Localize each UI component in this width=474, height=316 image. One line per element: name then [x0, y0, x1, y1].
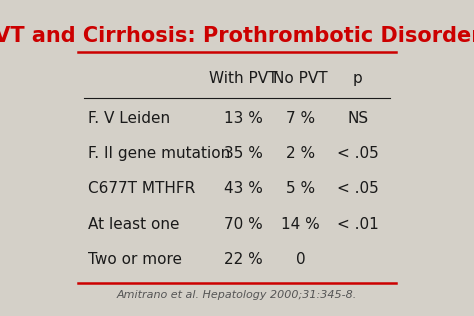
Text: p: p: [353, 70, 363, 86]
Text: 0: 0: [296, 252, 305, 267]
Text: 35 %: 35 %: [224, 146, 263, 161]
Text: 2 %: 2 %: [286, 146, 315, 161]
Text: F. V Leiden: F. V Leiden: [88, 111, 170, 125]
Text: 14 %: 14 %: [281, 217, 320, 232]
Text: 7 %: 7 %: [286, 111, 315, 125]
Text: 13 %: 13 %: [224, 111, 263, 125]
Text: 70 %: 70 %: [224, 217, 263, 232]
Text: NS: NS: [347, 111, 368, 125]
Text: < .01: < .01: [337, 217, 379, 232]
Text: PVT and Cirrhosis: Prothrombotic Disorders: PVT and Cirrhosis: Prothrombotic Disorde…: [0, 26, 474, 46]
Text: F. II gene mutation: F. II gene mutation: [88, 146, 230, 161]
Text: < .05: < .05: [337, 146, 379, 161]
Text: 22 %: 22 %: [224, 252, 263, 267]
Text: Amitrano et al. Hepatology 2000;31:345-8.: Amitrano et al. Hepatology 2000;31:345-8…: [117, 289, 357, 300]
Text: No PVT: No PVT: [273, 70, 328, 86]
Text: Two or more: Two or more: [88, 252, 182, 267]
Text: 43 %: 43 %: [224, 181, 263, 196]
Text: C677T MTHFR: C677T MTHFR: [88, 181, 195, 196]
Text: At least one: At least one: [88, 217, 179, 232]
Text: 5 %: 5 %: [286, 181, 315, 196]
Text: With PVT: With PVT: [209, 70, 278, 86]
Text: < .05: < .05: [337, 181, 379, 196]
